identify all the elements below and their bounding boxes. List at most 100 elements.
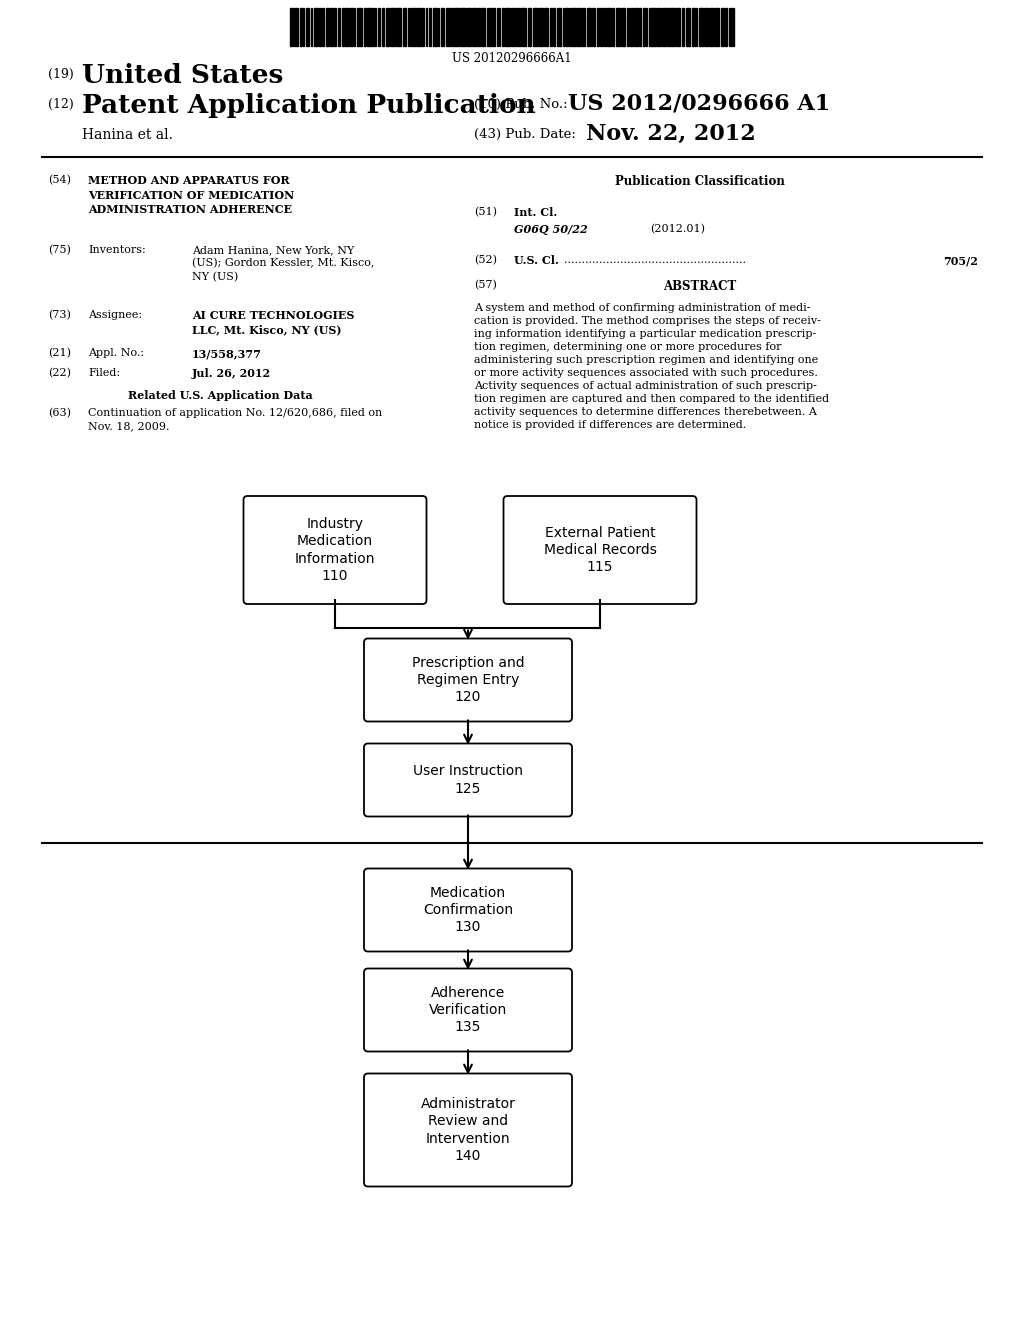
Text: METHOD AND APPARATUS FOR
VERIFICATION OF MEDICATION
ADMINISTRATION ADHERENCE: METHOD AND APPARATUS FOR VERIFICATION OF… [88, 176, 294, 215]
Bar [408, 8, 410, 46]
FancyBboxPatch shape [364, 743, 572, 817]
Bar [715, 8, 719, 46]
Text: 705/2: 705/2 [943, 255, 978, 267]
Bar [354, 8, 355, 46]
Bar [578, 8, 581, 46]
Bar [583, 8, 585, 46]
Bar [437, 8, 439, 46]
Bar [402, 8, 407, 46]
Text: (75): (75) [48, 246, 71, 255]
Text: (19): (19) [48, 69, 74, 81]
Bar [538, 8, 543, 46]
Text: Hanina et al.: Hanina et al. [82, 128, 173, 143]
Text: ....................................................: ........................................… [564, 255, 746, 265]
Bar [326, 8, 329, 46]
Text: (73): (73) [48, 310, 71, 321]
Bar [515, 8, 517, 46]
Bar [587, 8, 592, 46]
Bar [338, 8, 340, 46]
Bar [390, 8, 394, 46]
Bar [627, 8, 629, 46]
Bar [319, 8, 322, 46]
Bar [657, 8, 662, 46]
Bar [706, 8, 708, 46]
Text: (12): (12) [48, 98, 74, 111]
Text: Publication Classification: Publication Classification [615, 176, 785, 187]
Bar [550, 8, 552, 46]
Bar [667, 8, 672, 46]
Bar [607, 8, 611, 46]
Bar [323, 8, 325, 46]
Bar [631, 8, 633, 46]
Text: (21): (21) [48, 348, 71, 358]
Text: (2012.01): (2012.01) [650, 224, 705, 235]
Bar [432, 8, 436, 46]
Bar [357, 8, 362, 46]
Bar [682, 8, 684, 46]
FancyBboxPatch shape [364, 869, 572, 952]
Bar [417, 8, 421, 46]
Bar [709, 8, 713, 46]
Text: (57): (57) [474, 280, 497, 290]
Bar [699, 8, 703, 46]
Bar [426, 8, 427, 46]
Bar [733, 8, 734, 46]
Bar [446, 8, 451, 46]
Bar [653, 8, 656, 46]
Bar [691, 8, 694, 46]
Bar [413, 8, 416, 46]
Text: (10) Pub. No.:: (10) Pub. No.: [474, 98, 567, 111]
FancyBboxPatch shape [364, 639, 572, 722]
Text: Prescription and
Regimen Entry
120: Prescription and Regimen Entry 120 [412, 656, 524, 705]
Bar [349, 8, 353, 46]
FancyBboxPatch shape [244, 496, 427, 605]
Text: Related U.S. Application Data: Related U.S. Application Data [128, 389, 312, 401]
Bar [676, 8, 680, 46]
Bar [527, 8, 531, 46]
Bar [464, 8, 466, 46]
Bar [725, 8, 727, 46]
Bar [429, 8, 431, 46]
Bar [375, 8, 376, 46]
Bar [673, 8, 675, 46]
Bar [511, 8, 514, 46]
Bar [518, 8, 520, 46]
FancyBboxPatch shape [504, 496, 696, 605]
Bar [569, 8, 570, 46]
Bar [481, 8, 485, 46]
Text: U.S. Cl.: U.S. Cl. [514, 255, 559, 267]
Text: Filed:: Filed: [88, 368, 120, 378]
Bar [562, 8, 564, 46]
Text: Adam Hanina, New York, NY
(US); Gordon Kessler, Mt. Kisco,
NY (US): Adam Hanina, New York, NY (US); Gordon K… [193, 246, 375, 282]
Bar [478, 8, 479, 46]
Text: Assignee:: Assignee: [88, 310, 142, 319]
FancyBboxPatch shape [364, 1073, 572, 1187]
Bar [646, 8, 647, 46]
Text: United States: United States [82, 63, 284, 88]
Bar [493, 8, 496, 46]
Bar [314, 8, 318, 46]
Bar [455, 8, 459, 46]
Text: ABSTRACT: ABSTRACT [664, 280, 736, 293]
Bar [521, 8, 526, 46]
Bar [382, 8, 384, 46]
Text: (22): (22) [48, 368, 71, 379]
Text: (51): (51) [474, 207, 497, 218]
Text: Nov. 22, 2012: Nov. 22, 2012 [586, 123, 756, 145]
Bar [411, 8, 412, 46]
Bar [544, 8, 548, 46]
Bar [600, 8, 603, 46]
Text: Int. Cl.: Int. Cl. [514, 207, 557, 218]
Bar [451, 8, 454, 46]
Bar [345, 8, 349, 46]
Text: (43) Pub. Date:: (43) Pub. Date: [474, 128, 575, 141]
Text: Appl. No.:: Appl. No.: [88, 348, 144, 358]
Bar [334, 8, 336, 46]
Text: Administrator
Review and
Intervention
140: Administrator Review and Intervention 14… [421, 1097, 515, 1163]
Bar [571, 8, 577, 46]
Text: Inventors:: Inventors: [88, 246, 145, 255]
Bar [440, 8, 444, 46]
Bar [556, 8, 561, 46]
Bar [662, 8, 666, 46]
Bar [622, 8, 625, 46]
